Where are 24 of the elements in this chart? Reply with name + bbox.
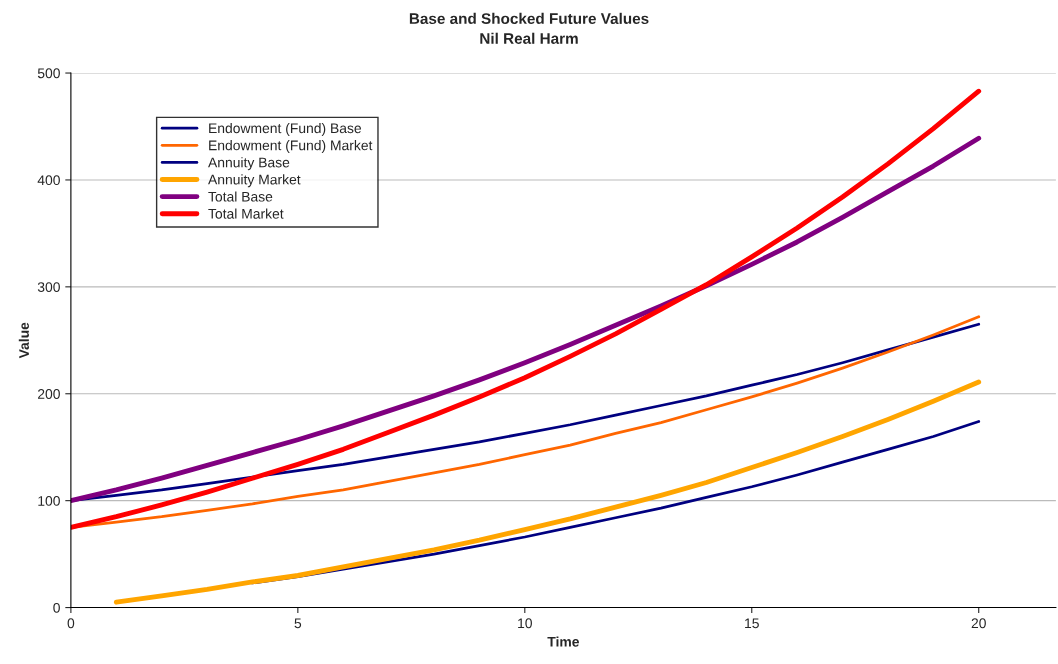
legend-label: Endowment (Fund) Base: [209, 122, 362, 136]
y-tick-label: 200: [38, 389, 60, 399]
legend-label: Total Market: [208, 208, 284, 219]
chart-title: Base and Shocked Future Values: [409, 12, 649, 25]
y-tick-label: 300: [37, 282, 60, 293]
legend-label: Annuity Base: [208, 157, 290, 171]
chart-subtitle: Nil Real Harm: [480, 32, 578, 44]
line-series: [70, 88, 982, 530]
x-tick-label: 20: [971, 618, 986, 629]
y-tick-label: 0: [53, 602, 60, 613]
x-axis-title: Time: [547, 636, 579, 647]
y-tick-label: 400: [37, 175, 60, 186]
x-tick-label: 5: [294, 618, 302, 629]
y-tick-label: 500: [37, 68, 60, 79]
y-axis-title: Value: [18, 322, 29, 359]
legend-label: Annuity Market: [208, 174, 301, 188]
legend-label: Total Base: [208, 191, 273, 202]
x-tick-label: 0: [67, 618, 75, 629]
x-tick-label: 10: [518, 618, 532, 629]
legend-label: Endowment (Fund) Market: [209, 140, 373, 154]
line-series: [70, 135, 982, 504]
x-tick-label: 15: [745, 618, 759, 629]
y-tick-label: 100: [38, 495, 60, 506]
line-series: [113, 379, 982, 605]
